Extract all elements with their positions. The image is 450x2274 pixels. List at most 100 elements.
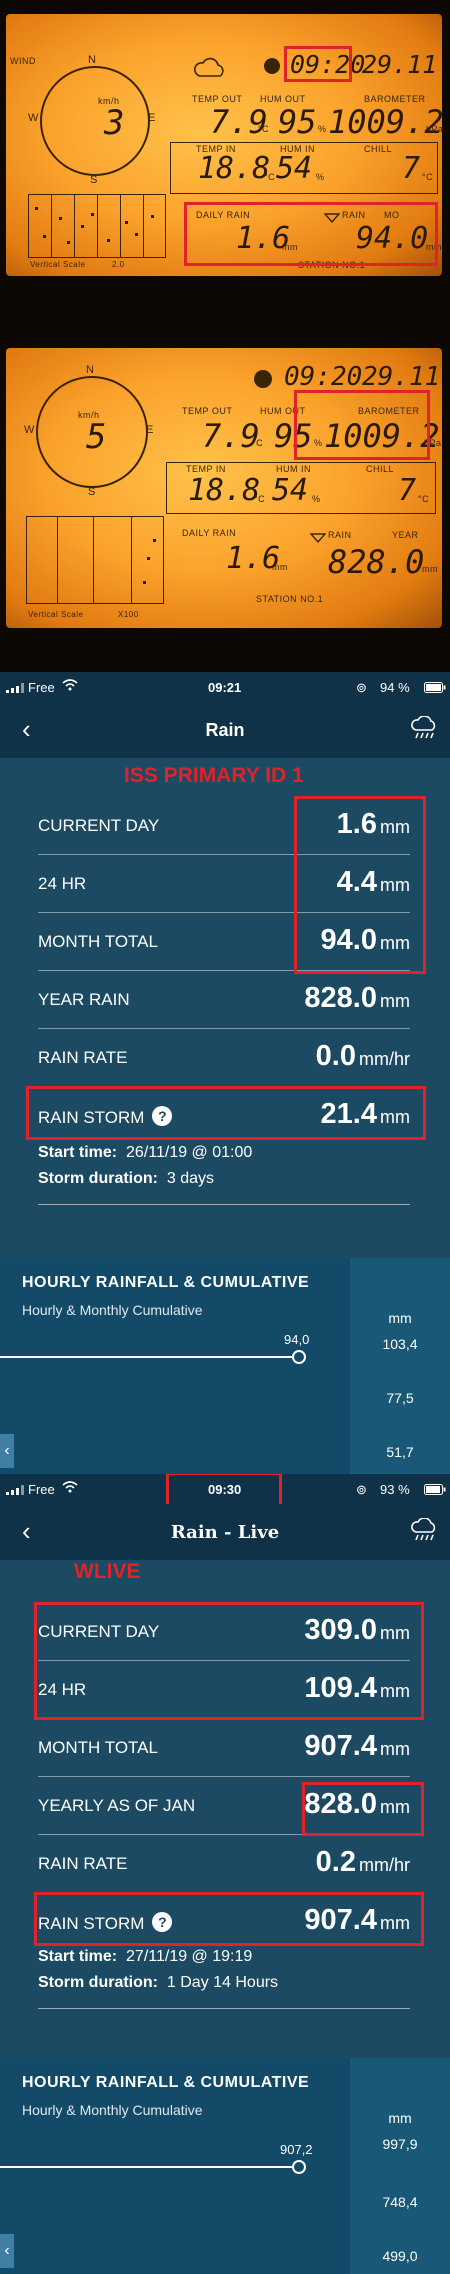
help-icon[interactable]: ? bbox=[152, 1106, 173, 1126]
duration-label: Storm duration: bbox=[38, 1974, 158, 1991]
start-value: 27/11/19 @ 19:19 bbox=[126, 1948, 253, 1965]
hum-in-unit: % bbox=[316, 172, 325, 182]
temp-in-value: 18.8 bbox=[198, 151, 271, 186]
scroll-left-arrow[interactable]: ‹ bbox=[0, 1434, 14, 1468]
clock: 09:21 bbox=[208, 680, 242, 695]
chill-value: 7 bbox=[402, 151, 421, 186]
compass-n: N bbox=[88, 54, 97, 66]
storm-duration: Storm duration: 1 Day 14 Hours bbox=[38, 1974, 278, 1992]
scale-tick: 103,4 bbox=[382, 1336, 418, 1352]
value-number: 907.4 bbox=[304, 1730, 377, 1762]
back-button[interactable]: ‹ bbox=[22, 1516, 31, 1546]
rain-label: RAIN bbox=[328, 530, 352, 540]
help-icon[interactable]: ? bbox=[152, 1912, 173, 1932]
rain-period-label: YEAR bbox=[392, 530, 419, 540]
lcd-photo-monthly: WIND N E S W km/h 3 09:20 29.11 TEMP OUT… bbox=[0, 0, 450, 336]
barometer-label: BAROMETER bbox=[358, 406, 420, 416]
status-bar: Free 09:21 ⊚ 94 % bbox=[0, 672, 450, 702]
barometer-value: 1009.2 bbox=[324, 417, 440, 455]
row-value: 907.4 mm bbox=[304, 1904, 410, 1937]
scroll-left-arrow[interactable]: ‹ bbox=[0, 2234, 14, 2268]
signal-icon bbox=[6, 681, 24, 696]
chill-label: CHILL bbox=[364, 144, 393, 154]
app-screen-rain: Free 09:21 ⊚ 94 % ‹ Rain ISS PRIMARY ID … bbox=[0, 672, 450, 1474]
hum-out-unit: % bbox=[318, 124, 327, 134]
scale-unit: mm bbox=[388, 1310, 412, 1326]
row-label: MONTH TOTAL bbox=[38, 932, 158, 951]
value-unit: mm/hr bbox=[359, 1855, 410, 1875]
value-unit: mm bbox=[380, 1739, 410, 1759]
row-rain-storm: RAIN STORM? 21.4 mm bbox=[38, 1086, 410, 1144]
lcd-photo-yearly: N E S W km/h 5 09:20 29.11 TEMP OUT HUM … bbox=[0, 336, 450, 672]
rain-cloud-icon[interactable] bbox=[410, 715, 438, 747]
value-number: 0.2 bbox=[315, 1846, 356, 1878]
row-24hr: 24 HR 4.4 mm bbox=[38, 854, 410, 913]
rain-total-value: 94.0 bbox=[356, 221, 429, 256]
wind-label: WIND bbox=[10, 56, 36, 66]
hum-in-label: HUM IN bbox=[280, 144, 315, 154]
chill-label: CHILL bbox=[366, 464, 395, 474]
hum-out-value: 95 bbox=[278, 103, 317, 141]
scale-tick: 77,5 bbox=[386, 1390, 414, 1406]
row-value: 21.4 mm bbox=[321, 1098, 410, 1131]
storm-duration: Storm duration: 3 days bbox=[38, 1170, 214, 1188]
wifi-icon bbox=[62, 1481, 78, 1496]
wind-speed: 5 bbox=[86, 417, 107, 457]
row-label-text: RAIN STORM bbox=[38, 1914, 145, 1933]
value-unit: mm bbox=[380, 1913, 410, 1933]
row-rain-rate: RAIN RATE 0.0 mm/hr bbox=[38, 1028, 410, 1087]
row-month-total: MONTH TOTAL 907.4 mm bbox=[38, 1718, 410, 1777]
point-label: 907,2 bbox=[280, 2142, 313, 2157]
compass-s: S bbox=[90, 174, 98, 186]
rain-cloud-icon[interactable] bbox=[410, 1517, 438, 1549]
value-unit: mm/hr bbox=[359, 1049, 410, 1069]
highlight-yearly bbox=[302, 1782, 424, 1836]
compass-s: S bbox=[88, 486, 96, 498]
hourly-rainfall-card[interactable]: HOURLY RAINFALL & CUMULATIVE Hourly & Mo… bbox=[0, 2058, 450, 2274]
compass-e: E bbox=[146, 424, 154, 436]
orientation-lock-icon: ⊚ bbox=[356, 680, 367, 695]
nav-bar: ‹ Rain - Live bbox=[0, 1504, 450, 1560]
hourly-rainfall-card[interactable]: HOURLY RAINFALL & CUMULATIVE Hourly & Mo… bbox=[0, 1258, 450, 1474]
row-rain-rate: RAIN RATE 0.2 mm/hr bbox=[38, 1834, 410, 1893]
battery-icon bbox=[424, 1483, 446, 1498]
compass-e: E bbox=[148, 112, 156, 124]
back-button[interactable]: ‹ bbox=[22, 714, 31, 744]
row-value: 0.0 mm/hr bbox=[316, 1040, 410, 1073]
highlight-yearly-rain bbox=[294, 390, 430, 460]
temp-in-label: TEMP IN bbox=[196, 144, 236, 154]
battery-label: 94 % bbox=[380, 680, 410, 695]
row-label: 24 HR bbox=[38, 874, 87, 893]
value-number: 828.0 bbox=[304, 982, 377, 1014]
barometer-label: BAROMETER bbox=[364, 94, 426, 104]
temp-out-value: 7.9 bbox=[202, 417, 260, 455]
date-display: 29.11 bbox=[362, 362, 441, 392]
highlight-values bbox=[294, 796, 426, 974]
wind-compass bbox=[40, 66, 150, 176]
compass-w: W bbox=[28, 112, 39, 124]
row-label: 24 HR bbox=[38, 1680, 87, 1699]
row-value: 828.0 mm bbox=[304, 982, 410, 1015]
temp-in-label: TEMP IN bbox=[186, 464, 226, 474]
value-number: 1.6 bbox=[336, 808, 377, 840]
cumulative-point bbox=[292, 2160, 306, 2174]
rain-content: ISS PRIMARY ID 1 CURRENT DAY 1.6 mm 24 HR… bbox=[0, 758, 450, 1474]
value-number: 907.4 bbox=[304, 1904, 377, 1936]
rain-total-value: 828.0 bbox=[328, 543, 425, 581]
storm-start: Start time: 26/11/19 @ 01:00 bbox=[38, 1144, 252, 1162]
moon-phase-icon bbox=[264, 58, 280, 74]
row-value: 4.4 mm bbox=[337, 866, 410, 899]
weather-console-screen: N E S W km/h 5 09:20 29.11 TEMP OUT HUM … bbox=[6, 348, 442, 628]
row-value: 907.4 mm bbox=[304, 1730, 410, 1763]
nav-bar: ‹ Rain bbox=[0, 702, 450, 758]
signal-icon bbox=[6, 1483, 24, 1498]
row-label: RAIN STORM? bbox=[38, 1106, 173, 1128]
value-number: 21.4 bbox=[320, 1098, 377, 1130]
chill-unit: °C bbox=[422, 172, 434, 182]
row-label-text: RAIN STORM bbox=[38, 1108, 145, 1127]
row-value: 0.2 mm/hr bbox=[316, 1846, 410, 1879]
scale-tick: 997,9 bbox=[382, 2136, 418, 2152]
carrier-label: Free bbox=[28, 680, 55, 695]
vertical-scale-value: 2.0 bbox=[112, 260, 125, 269]
temp-out-value: 7.9 bbox=[210, 103, 268, 141]
